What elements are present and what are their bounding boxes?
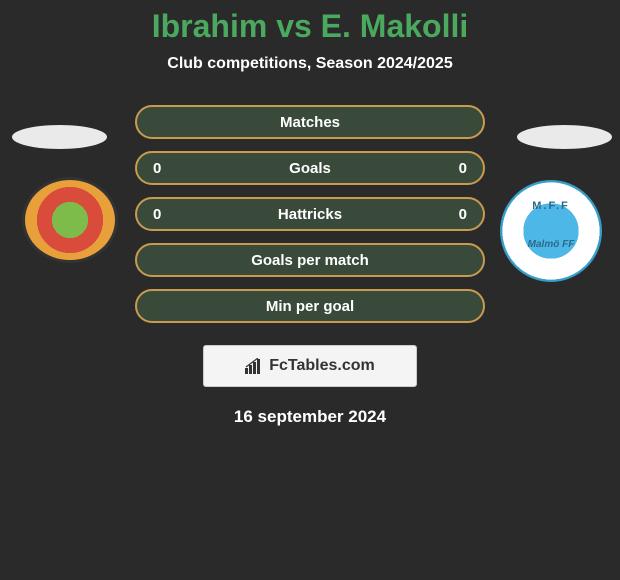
stat-row-hattricks: 0 Hattricks 0 (135, 197, 485, 231)
stat-gpm-label: Goals per match (251, 252, 369, 269)
page-title: Ibrahim vs E. Makolli (0, 8, 620, 45)
player-shadow-right (517, 125, 612, 149)
stat-goals-label: Goals (289, 160, 331, 177)
date-label: 16 september 2024 (0, 407, 620, 427)
stat-row-goals-per-match: Goals per match (135, 243, 485, 277)
stat-matches-label: Matches (280, 114, 340, 131)
stat-row-min-per-goal: Min per goal (135, 289, 485, 323)
stat-goals-right: 0 (459, 160, 467, 177)
stat-mpg-label: Min per goal (266, 298, 354, 315)
stat-row-matches: Matches (135, 105, 485, 139)
stats-list: Matches 0 Goals 0 0 Hattricks 0 Goals pe… (135, 105, 485, 323)
page-subtitle: Club competitions, Season 2024/2025 (0, 55, 620, 73)
stat-row-goals: 0 Goals 0 (135, 151, 485, 185)
player-shadow-left (12, 125, 107, 149)
stat-hattricks-left: 0 (153, 206, 161, 223)
club-logo-right: M.F.F (500, 180, 602, 282)
source-badge[interactable]: FcTables.com (203, 345, 417, 387)
comparison-widget: Ibrahim vs E. Makolli Club competitions,… (0, 0, 620, 580)
club-logo-right-abbrev: M.F.F (532, 200, 570, 212)
bar-chart-icon (245, 358, 263, 374)
club-logo-left (22, 177, 118, 263)
source-name: FcTables.com (269, 357, 375, 375)
stat-goals-left: 0 (153, 160, 161, 177)
stat-hattricks-label: Hattricks (278, 206, 342, 223)
stat-hattricks-right: 0 (459, 206, 467, 223)
